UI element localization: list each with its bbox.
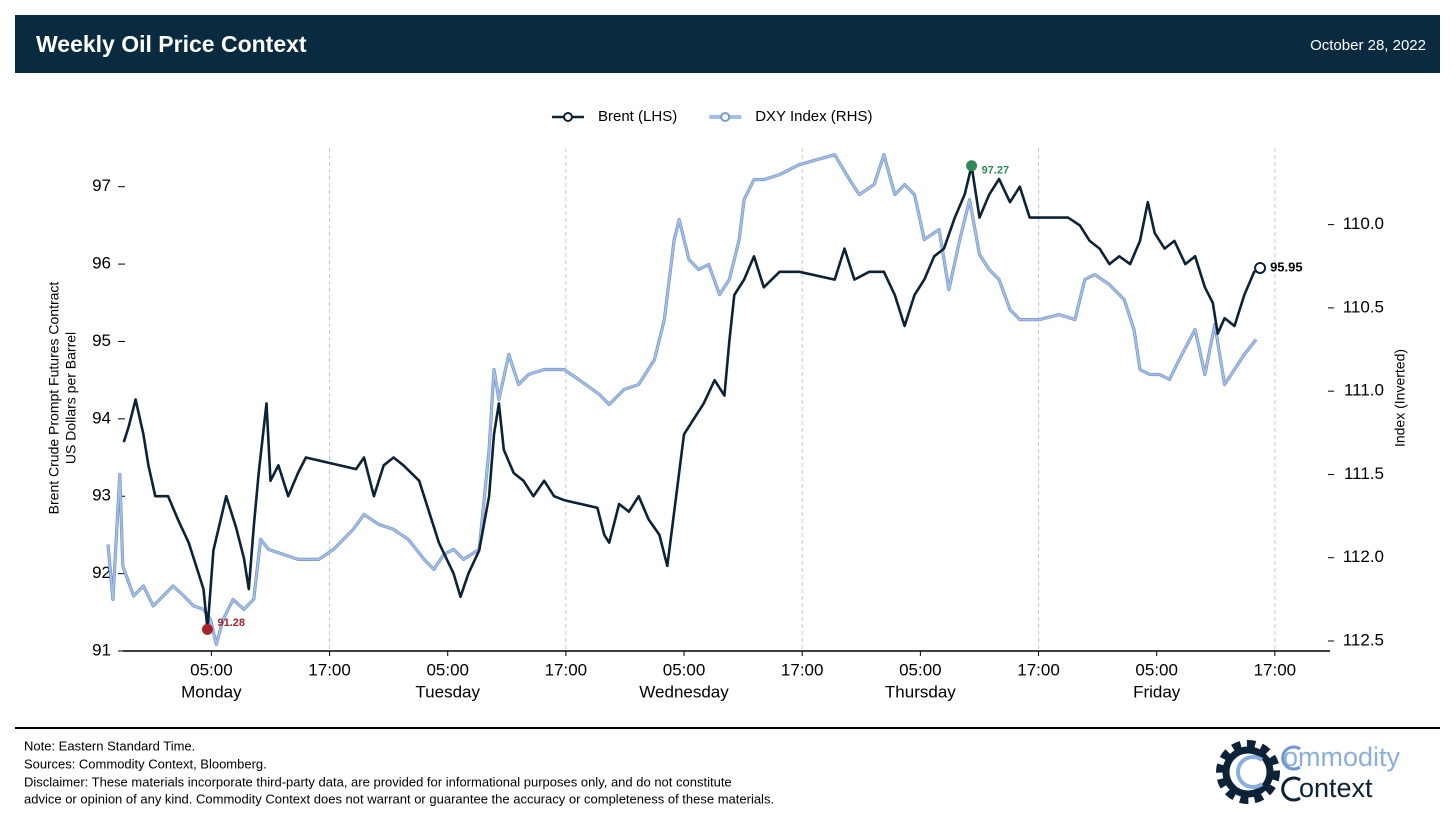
y-axis-label-line: US Dollars per Barrel	[63, 332, 79, 464]
highlight-marker	[201, 623, 213, 635]
y2-tick-label: 112.0	[1343, 547, 1384, 566]
logo: ommodity ontext	[1216, 740, 1401, 804]
date: October 28, 2022	[1310, 37, 1426, 54]
highlight-label: 97.27	[982, 165, 1010, 177]
logo-gear	[1222, 746, 1274, 798]
x-tick-label: 17:00	[545, 660, 588, 679]
x-tick-label: 17:00	[781, 660, 824, 679]
footer-note: Disclaimer: These materials incorporate …	[24, 774, 732, 789]
y-tick-label: 97	[92, 176, 111, 195]
series-line	[122, 164, 1261, 631]
y2-tick-label: 110.0	[1343, 214, 1384, 233]
y-tick-label: 95	[92, 331, 111, 350]
x-tick-label: 17:00	[308, 660, 351, 679]
y-tick-label: 96	[92, 254, 111, 273]
highlight-marker	[966, 160, 978, 172]
y-tick-label: 94	[92, 408, 111, 427]
y-tick-label: 93	[92, 486, 111, 505]
y-tick-label: 91	[92, 640, 111, 659]
x-tick-day: Wednesday	[639, 682, 729, 701]
legend-item: Brent (LHS)	[552, 108, 677, 125]
y2-tick-label: 112.5	[1343, 630, 1384, 649]
x-tick-label: 17:00	[1017, 660, 1060, 679]
x-tick-label: 05:00	[899, 660, 942, 679]
legend-marker	[720, 112, 731, 122]
series-line	[107, 153, 1257, 646]
logo-text: ommodity	[1283, 742, 1401, 772]
legend-label: DXY Index (RHS)	[755, 108, 872, 125]
logo-text: ontext	[1299, 773, 1373, 803]
footer-note: Note: Eastern Standard Time.	[24, 738, 195, 753]
highlight-label: 95.95	[1270, 259, 1303, 274]
y2-tick-label: 111.5	[1344, 464, 1384, 483]
y2-tick-label: 110.5	[1343, 297, 1384, 316]
logo-c-small	[1281, 745, 1301, 771]
x-tick-day: Tuesday	[415, 682, 480, 701]
y2-axis-label: Index (Inverted)	[1392, 349, 1408, 447]
y-tick-label: 92	[92, 563, 111, 582]
x-tick-day: Friday	[1133, 682, 1181, 701]
x-tick-day: Monday	[181, 682, 242, 701]
x-tick-label: 05:00	[190, 660, 233, 679]
legend-item: DXY Index (RHS)	[709, 108, 872, 125]
x-tick-label: 05:00	[1135, 660, 1178, 679]
footer-note: Sources: Commodity Context, Bloomberg.	[24, 756, 267, 771]
x-tick-label: 05:00	[426, 660, 469, 679]
logo-c	[1236, 755, 1264, 789]
x-tick-label: 05:00	[663, 660, 706, 679]
y2-tick-label: 111.0	[1344, 381, 1384, 400]
legend-marker	[563, 112, 573, 122]
highlight-label: 91.28	[217, 617, 245, 629]
y-axis-label-line: Brent Crude Prompt Futures Contract	[46, 282, 62, 515]
footer-note: advice or opinion of any kind. Commodity…	[24, 791, 774, 806]
logo-gear-teeth	[1216, 740, 1280, 804]
highlight-marker	[1254, 261, 1267, 274]
legend-label: Brent (LHS)	[598, 108, 677, 125]
x-tick-label: 17:00	[1254, 660, 1297, 679]
chart-title: Weekly Oil Price Context	[36, 31, 307, 57]
logo-c-small	[1281, 776, 1301, 802]
y-axis-label: Brent Crude Prompt Futures Contract US D…	[46, 282, 79, 515]
x-tick-day: Thursday	[885, 682, 956, 701]
header-bar	[15, 15, 1440, 73]
